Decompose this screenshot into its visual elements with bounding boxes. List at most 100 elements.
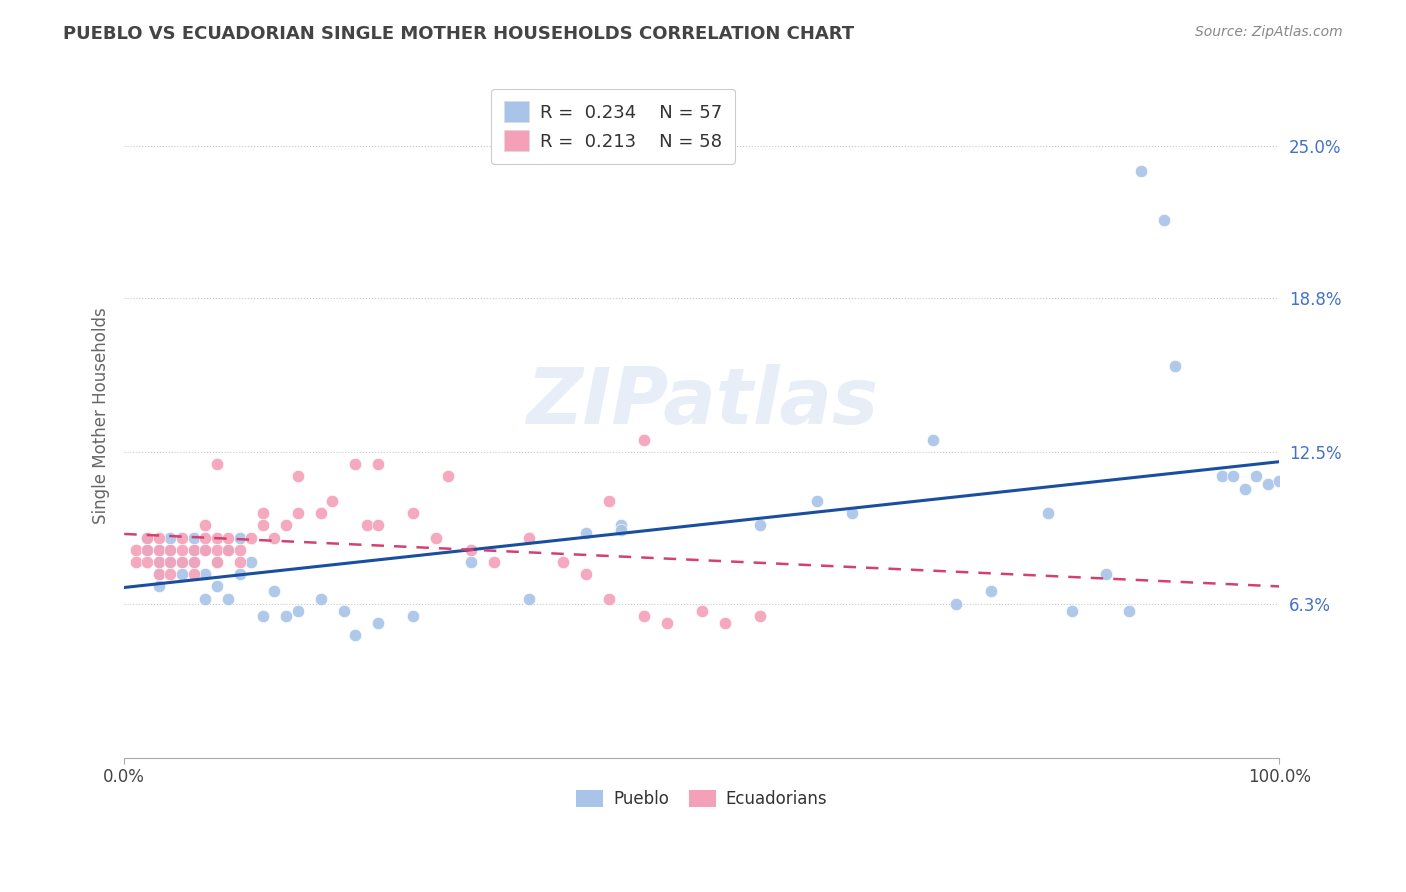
Text: Source: ZipAtlas.com: Source: ZipAtlas.com	[1195, 25, 1343, 39]
Point	[460, 555, 482, 569]
Point	[460, 542, 482, 557]
Point	[194, 542, 217, 557]
Point	[217, 542, 239, 557]
Point	[356, 518, 378, 533]
Point	[136, 542, 159, 557]
Point	[217, 542, 239, 557]
Point	[517, 531, 540, 545]
Point	[170, 542, 193, 557]
Point	[287, 604, 309, 618]
Point	[194, 518, 217, 533]
Legend: Pueblo, Ecuadorians: Pueblo, Ecuadorians	[569, 783, 834, 814]
Point	[1164, 359, 1187, 374]
Point	[367, 616, 389, 631]
Point	[125, 555, 148, 569]
Point	[148, 555, 170, 569]
Point	[1222, 469, 1244, 483]
Point	[159, 542, 181, 557]
Point	[148, 555, 170, 569]
Point	[598, 591, 620, 606]
Point	[205, 531, 228, 545]
Point	[980, 584, 1002, 599]
Point	[148, 567, 170, 582]
Point	[332, 604, 354, 618]
Point	[598, 494, 620, 508]
Point	[159, 555, 181, 569]
Point	[263, 531, 285, 545]
Point	[205, 555, 228, 569]
Point	[194, 531, 217, 545]
Point	[148, 579, 170, 593]
Point	[402, 608, 425, 623]
Point	[633, 433, 655, 447]
Point	[252, 608, 274, 623]
Point	[217, 591, 239, 606]
Point	[553, 555, 575, 569]
Point	[183, 531, 205, 545]
Point	[148, 567, 170, 582]
Point	[1060, 604, 1083, 618]
Point	[183, 542, 205, 557]
Point	[125, 542, 148, 557]
Point	[1153, 212, 1175, 227]
Point	[170, 555, 193, 569]
Point	[136, 555, 159, 569]
Text: ZIPatlas: ZIPatlas	[526, 364, 877, 440]
Point	[287, 506, 309, 520]
Point	[194, 542, 217, 557]
Point	[806, 494, 828, 508]
Point	[344, 457, 367, 471]
Point	[217, 531, 239, 545]
Point	[136, 531, 159, 545]
Point	[136, 542, 159, 557]
Point	[159, 567, 181, 582]
Point	[1118, 604, 1140, 618]
Point	[287, 469, 309, 483]
Point	[402, 506, 425, 520]
Point	[1268, 475, 1291, 489]
Point	[205, 542, 228, 557]
Point	[205, 579, 228, 593]
Point	[1038, 506, 1060, 520]
Point	[229, 567, 252, 582]
Point	[183, 555, 205, 569]
Point	[240, 531, 263, 545]
Point	[170, 555, 193, 569]
Point	[945, 597, 967, 611]
Point	[240, 555, 263, 569]
Point	[610, 518, 633, 533]
Point	[170, 567, 193, 582]
Point	[183, 542, 205, 557]
Point	[252, 518, 274, 533]
Point	[170, 531, 193, 545]
Point	[183, 567, 205, 582]
Point	[194, 591, 217, 606]
Point	[610, 523, 633, 537]
Point	[274, 608, 297, 623]
Point	[1233, 482, 1256, 496]
Point	[921, 433, 943, 447]
Y-axis label: Single Mother Households: Single Mother Households	[93, 307, 110, 524]
Point	[205, 457, 228, 471]
Point	[690, 604, 713, 618]
Point	[1211, 469, 1233, 483]
Point	[1257, 476, 1279, 491]
Point	[482, 555, 505, 569]
Point	[1129, 163, 1152, 178]
Point	[309, 591, 332, 606]
Point	[321, 494, 343, 508]
Point	[517, 591, 540, 606]
Point	[159, 542, 181, 557]
Point	[148, 542, 170, 557]
Point	[252, 506, 274, 520]
Point	[367, 457, 389, 471]
Point	[1246, 469, 1268, 483]
Point	[841, 506, 863, 520]
Point	[657, 616, 679, 631]
Point	[136, 531, 159, 545]
Point	[633, 608, 655, 623]
Point	[229, 555, 252, 569]
Point	[229, 531, 252, 545]
Point	[159, 531, 181, 545]
Point	[1095, 567, 1118, 582]
